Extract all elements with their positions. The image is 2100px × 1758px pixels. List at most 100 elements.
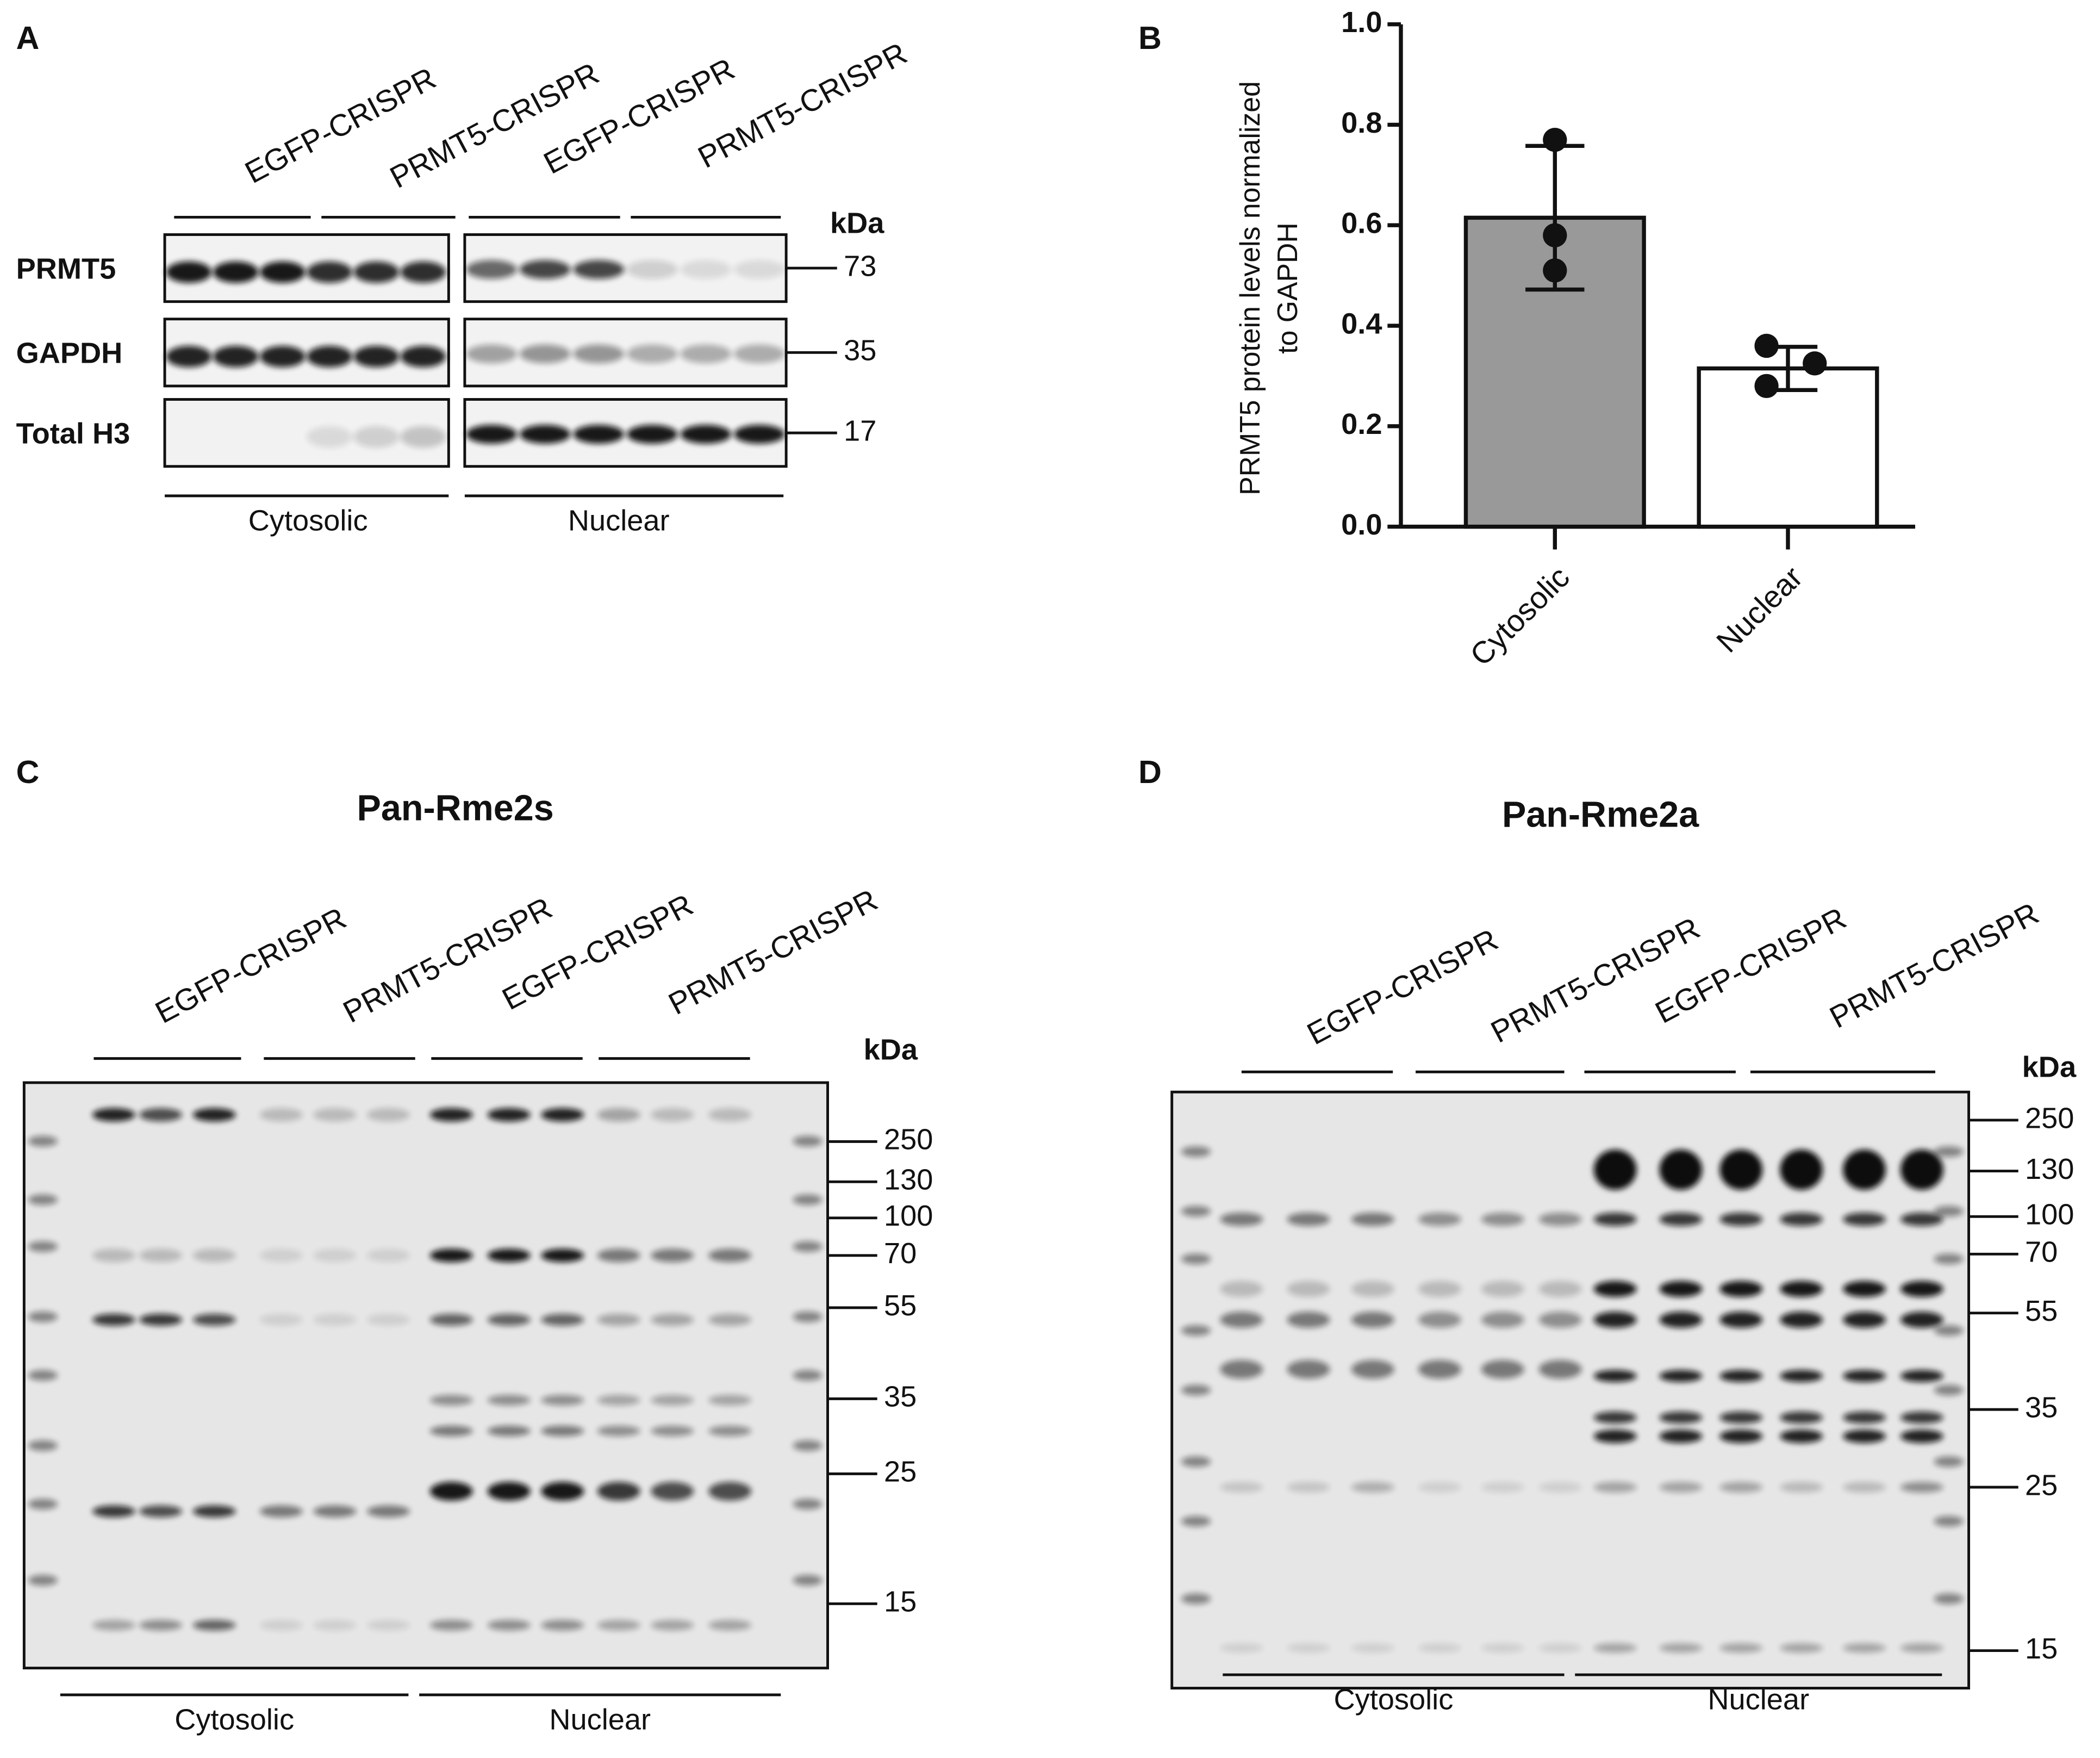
band <box>597 1108 640 1122</box>
data-point <box>1754 333 1779 358</box>
band <box>466 344 517 363</box>
band <box>1287 1643 1330 1653</box>
band <box>400 261 446 283</box>
y-tick-label: 0.0 <box>1341 508 1382 541</box>
band <box>541 1313 584 1326</box>
band <box>1780 1150 1823 1190</box>
band <box>651 1313 694 1326</box>
panel-label: A <box>16 20 40 56</box>
band <box>1934 1384 1964 1396</box>
band <box>1538 1359 1582 1379</box>
band <box>487 1619 531 1631</box>
band <box>597 1482 640 1501</box>
fraction-label: Cytosolic <box>248 504 368 537</box>
band <box>597 1313 640 1326</box>
band <box>307 426 352 448</box>
band <box>1719 1281 1763 1297</box>
band <box>192 1619 236 1631</box>
kda-label: 35 <box>2025 1391 2058 1424</box>
band <box>1351 1359 1394 1379</box>
band <box>1481 1643 1524 1653</box>
fraction-label: Cytosolic <box>175 1703 294 1736</box>
band <box>28 1311 58 1322</box>
kda-label: 25 <box>884 1456 917 1488</box>
band <box>1351 1281 1394 1297</box>
band <box>708 1425 752 1437</box>
band <box>429 1425 473 1437</box>
band <box>1719 1643 1763 1653</box>
band <box>1220 1281 1263 1297</box>
band <box>793 1575 822 1586</box>
band <box>1538 1212 1582 1226</box>
band <box>734 344 785 363</box>
data-point <box>1543 128 1567 152</box>
band <box>92 1248 135 1263</box>
band <box>1934 1206 1964 1217</box>
band <box>1418 1281 1461 1297</box>
band <box>626 425 678 444</box>
lane-label: EGFP-CRISPR <box>150 901 352 1030</box>
band <box>487 1482 531 1501</box>
band <box>1659 1281 1703 1297</box>
band <box>166 345 212 368</box>
band <box>1900 1370 1943 1382</box>
kda-label: 15 <box>2025 1632 2058 1665</box>
band <box>1593 1212 1637 1226</box>
band <box>626 260 678 279</box>
band <box>313 1108 357 1122</box>
band <box>1418 1359 1461 1379</box>
band <box>1287 1312 1330 1328</box>
band <box>793 1194 822 1206</box>
band <box>487 1395 531 1406</box>
band <box>28 1370 58 1381</box>
band <box>1780 1312 1823 1328</box>
band <box>192 1248 236 1263</box>
band <box>1780 1212 1823 1226</box>
band <box>1719 1212 1763 1226</box>
blot <box>163 233 450 303</box>
band <box>1900 1643 1943 1653</box>
band <box>139 1313 183 1326</box>
band <box>139 1108 183 1122</box>
band <box>1481 1312 1524 1328</box>
band <box>651 1482 694 1501</box>
band <box>313 1505 357 1518</box>
band <box>1659 1643 1703 1653</box>
blot <box>1170 1090 1971 1690</box>
band <box>1220 1482 1263 1493</box>
blot <box>463 233 788 303</box>
band <box>573 260 625 279</box>
band <box>793 1499 822 1509</box>
band <box>680 425 732 444</box>
band <box>466 260 517 279</box>
band <box>1538 1482 1582 1493</box>
blot <box>163 318 450 388</box>
blot <box>463 398 788 468</box>
band <box>519 425 571 444</box>
band <box>1719 1430 1763 1443</box>
x-tick-label: Nuclear <box>1710 560 1810 660</box>
band <box>1934 1456 1964 1467</box>
kda-label: 17 <box>844 414 876 447</box>
band <box>1351 1643 1394 1653</box>
y-tick-label: 0.4 <box>1341 307 1382 340</box>
band <box>28 1575 58 1586</box>
band <box>1418 1212 1461 1226</box>
band <box>1842 1281 1886 1297</box>
bar <box>1697 366 1879 529</box>
band <box>1659 1370 1703 1382</box>
band <box>466 425 517 444</box>
band <box>1538 1281 1582 1297</box>
band <box>519 260 571 279</box>
band <box>793 1135 822 1147</box>
kda-label: 100 <box>884 1200 933 1232</box>
band <box>651 1248 694 1263</box>
band <box>313 1619 357 1631</box>
band <box>429 1619 473 1631</box>
lane-label: EGFP-CRISPR <box>1302 923 1504 1052</box>
kda-label: 130 <box>884 1164 933 1196</box>
band <box>708 1248 752 1263</box>
band <box>541 1395 584 1406</box>
band <box>708 1108 752 1122</box>
